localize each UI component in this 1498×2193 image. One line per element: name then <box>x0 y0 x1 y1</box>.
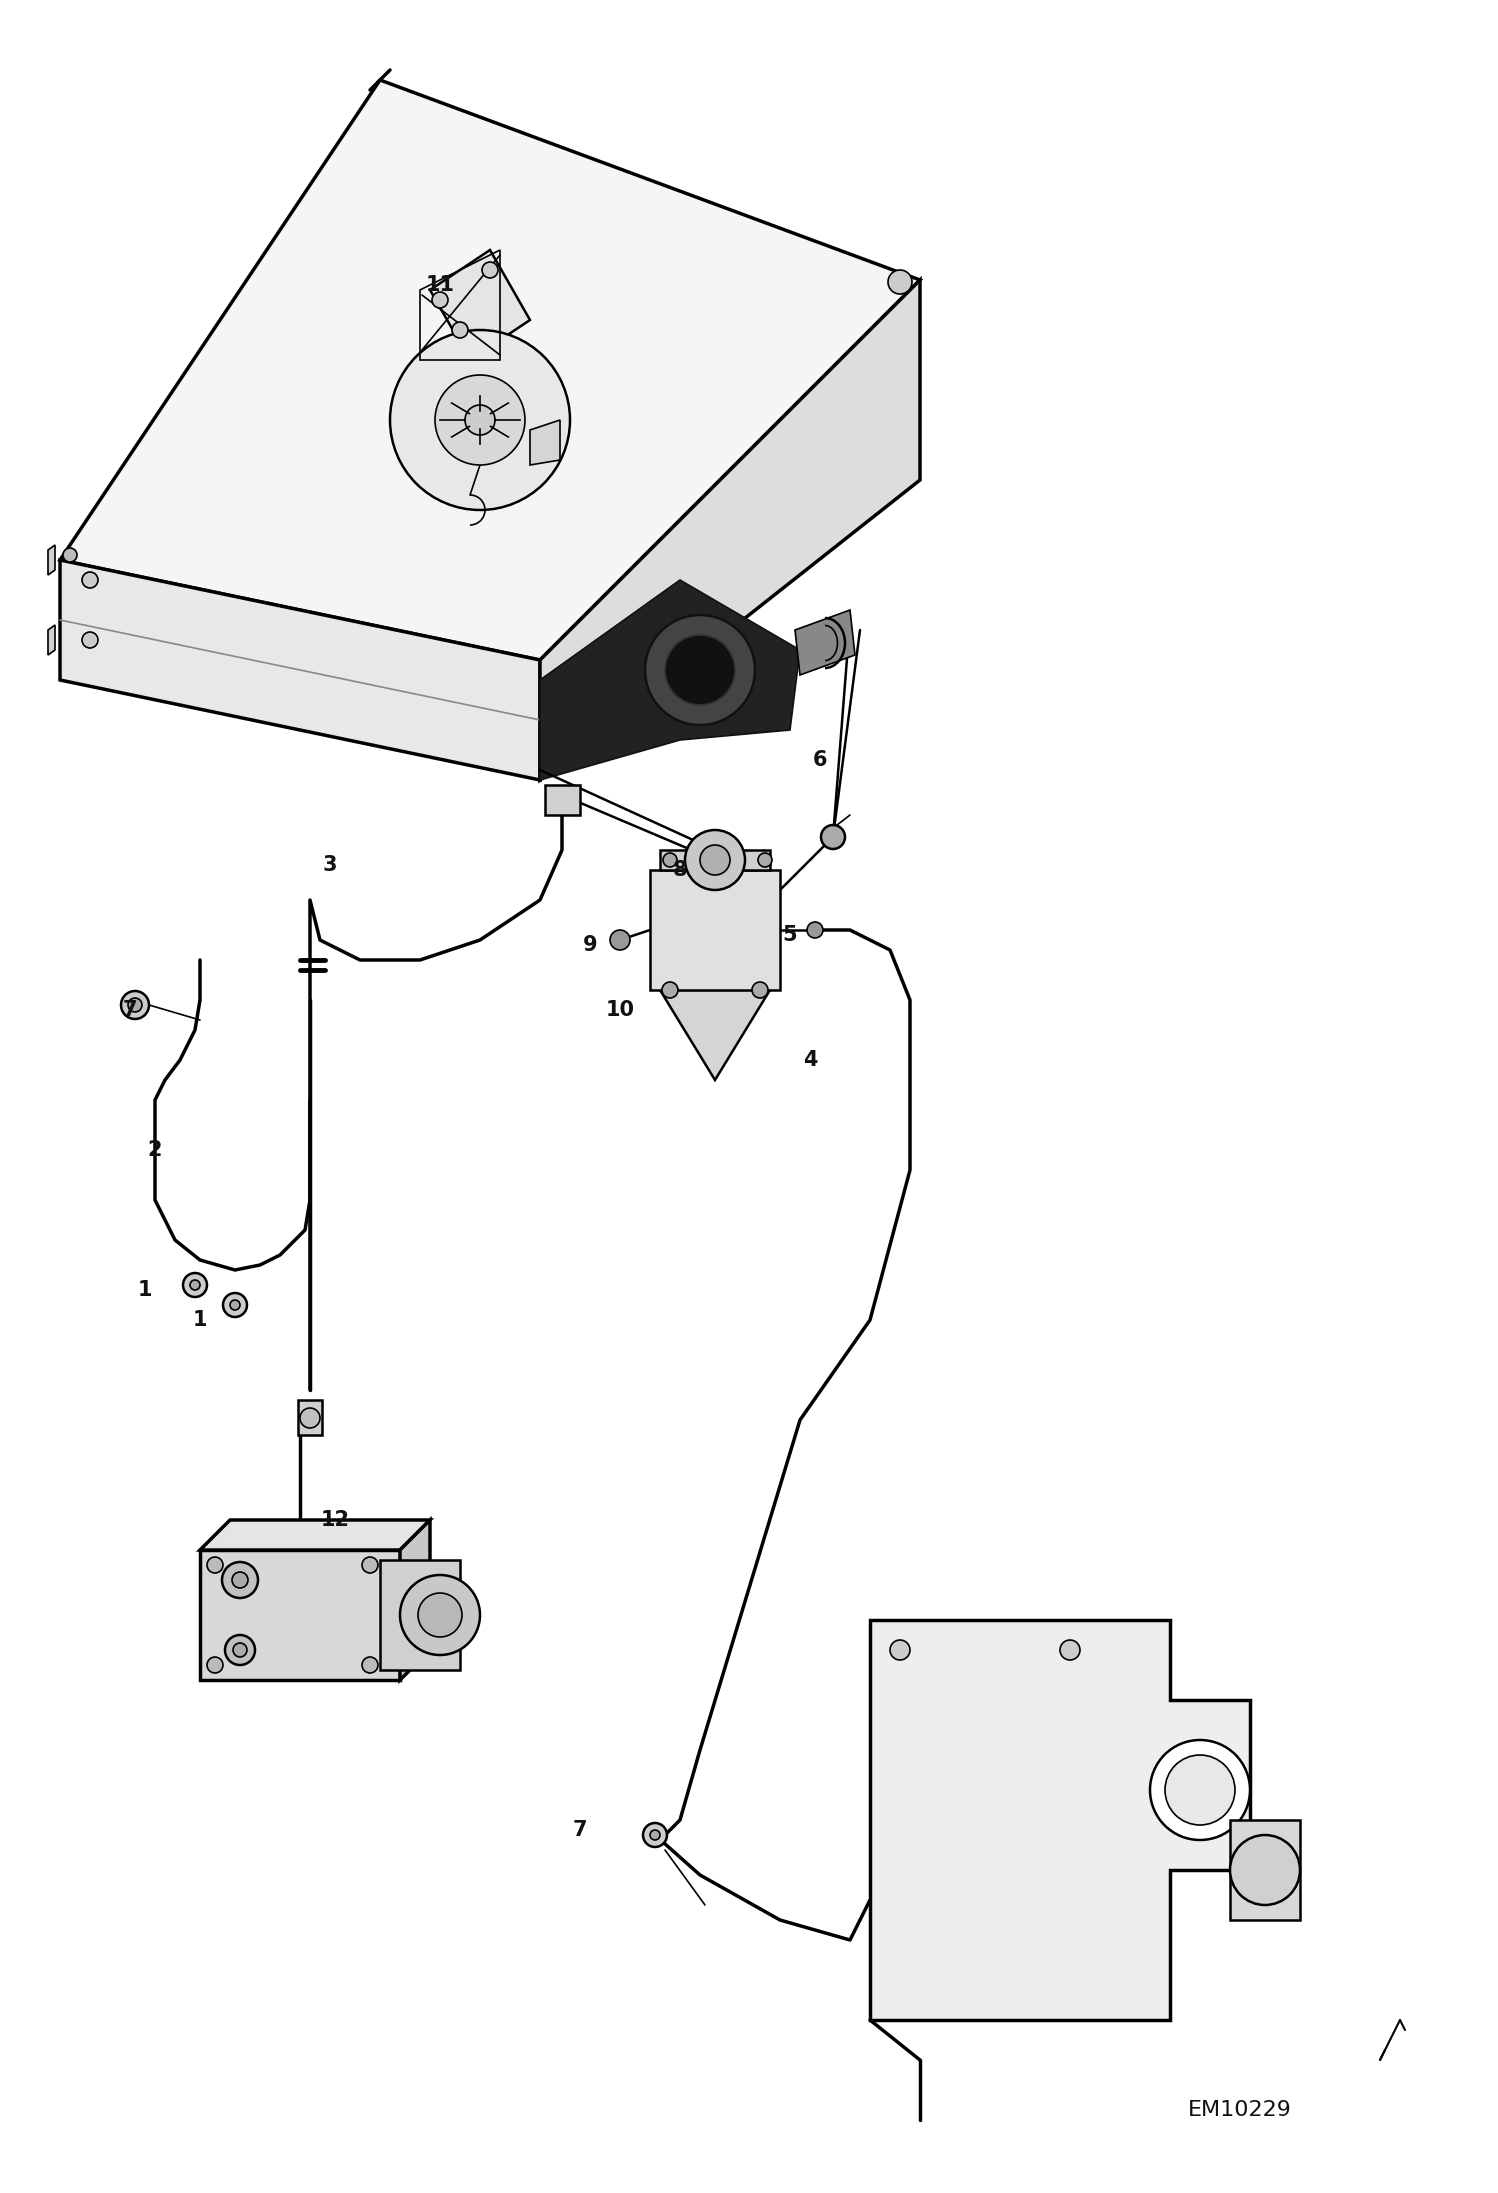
Circle shape <box>685 829 745 890</box>
Text: 1: 1 <box>193 1309 207 1329</box>
Circle shape <box>1150 1739 1249 1840</box>
Circle shape <box>650 1829 661 1840</box>
Circle shape <box>121 991 148 1020</box>
Circle shape <box>888 270 912 294</box>
Text: EM10229: EM10229 <box>1188 2101 1291 2121</box>
Circle shape <box>452 322 467 338</box>
Circle shape <box>222 1561 258 1599</box>
Polygon shape <box>661 851 770 871</box>
Circle shape <box>1165 1754 1234 1825</box>
Polygon shape <box>870 1621 1249 2020</box>
Circle shape <box>758 853 771 866</box>
Text: 5: 5 <box>782 925 797 945</box>
Circle shape <box>82 632 97 647</box>
Circle shape <box>82 572 97 588</box>
Circle shape <box>643 1822 667 1847</box>
Polygon shape <box>795 610 855 675</box>
Text: 6: 6 <box>813 750 827 770</box>
Circle shape <box>434 375 524 465</box>
Circle shape <box>821 825 845 849</box>
Polygon shape <box>400 1520 430 1680</box>
Polygon shape <box>298 1399 322 1434</box>
Polygon shape <box>48 546 55 575</box>
Circle shape <box>231 1300 240 1309</box>
Circle shape <box>63 548 76 561</box>
Polygon shape <box>380 1559 460 1671</box>
Text: 10: 10 <box>605 1000 635 1020</box>
Text: 8: 8 <box>673 860 688 879</box>
Circle shape <box>207 1557 223 1572</box>
Text: 12: 12 <box>321 1511 349 1531</box>
Text: 7: 7 <box>123 1000 138 1020</box>
Circle shape <box>664 853 677 866</box>
Circle shape <box>752 982 768 998</box>
Circle shape <box>662 982 679 998</box>
Polygon shape <box>60 559 539 781</box>
Text: 3: 3 <box>322 855 337 875</box>
Polygon shape <box>48 625 55 656</box>
Circle shape <box>700 844 730 875</box>
Polygon shape <box>539 579 800 781</box>
Text: 9: 9 <box>583 934 598 954</box>
Polygon shape <box>530 421 560 465</box>
Text: 1: 1 <box>138 1281 153 1300</box>
Polygon shape <box>661 989 770 1079</box>
Circle shape <box>1061 1640 1080 1660</box>
Polygon shape <box>201 1520 430 1550</box>
Polygon shape <box>650 871 780 989</box>
Circle shape <box>300 1408 321 1428</box>
Circle shape <box>464 406 494 434</box>
Circle shape <box>665 636 736 704</box>
Polygon shape <box>201 1550 400 1680</box>
Text: 2: 2 <box>148 1140 162 1160</box>
Text: 7: 7 <box>572 1820 587 1840</box>
Circle shape <box>646 614 755 726</box>
Circle shape <box>225 1636 255 1664</box>
Circle shape <box>431 292 448 307</box>
Circle shape <box>363 1557 377 1572</box>
Circle shape <box>610 930 631 950</box>
Text: 4: 4 <box>803 1050 818 1070</box>
Circle shape <box>190 1281 201 1289</box>
Polygon shape <box>430 250 530 360</box>
Circle shape <box>807 921 822 939</box>
Text: 11: 11 <box>425 274 454 296</box>
Circle shape <box>389 329 571 511</box>
Circle shape <box>482 261 497 279</box>
Circle shape <box>890 1640 909 1660</box>
Circle shape <box>400 1575 479 1656</box>
Circle shape <box>183 1272 207 1296</box>
Circle shape <box>232 1572 249 1588</box>
Circle shape <box>207 1658 223 1673</box>
Polygon shape <box>539 281 920 781</box>
Polygon shape <box>60 79 920 660</box>
Circle shape <box>1230 1836 1300 1906</box>
Polygon shape <box>545 785 580 816</box>
Circle shape <box>363 1658 377 1673</box>
Circle shape <box>223 1294 247 1318</box>
Circle shape <box>127 998 142 1011</box>
Circle shape <box>234 1643 247 1658</box>
Polygon shape <box>1230 1820 1300 1921</box>
Circle shape <box>418 1592 461 1636</box>
